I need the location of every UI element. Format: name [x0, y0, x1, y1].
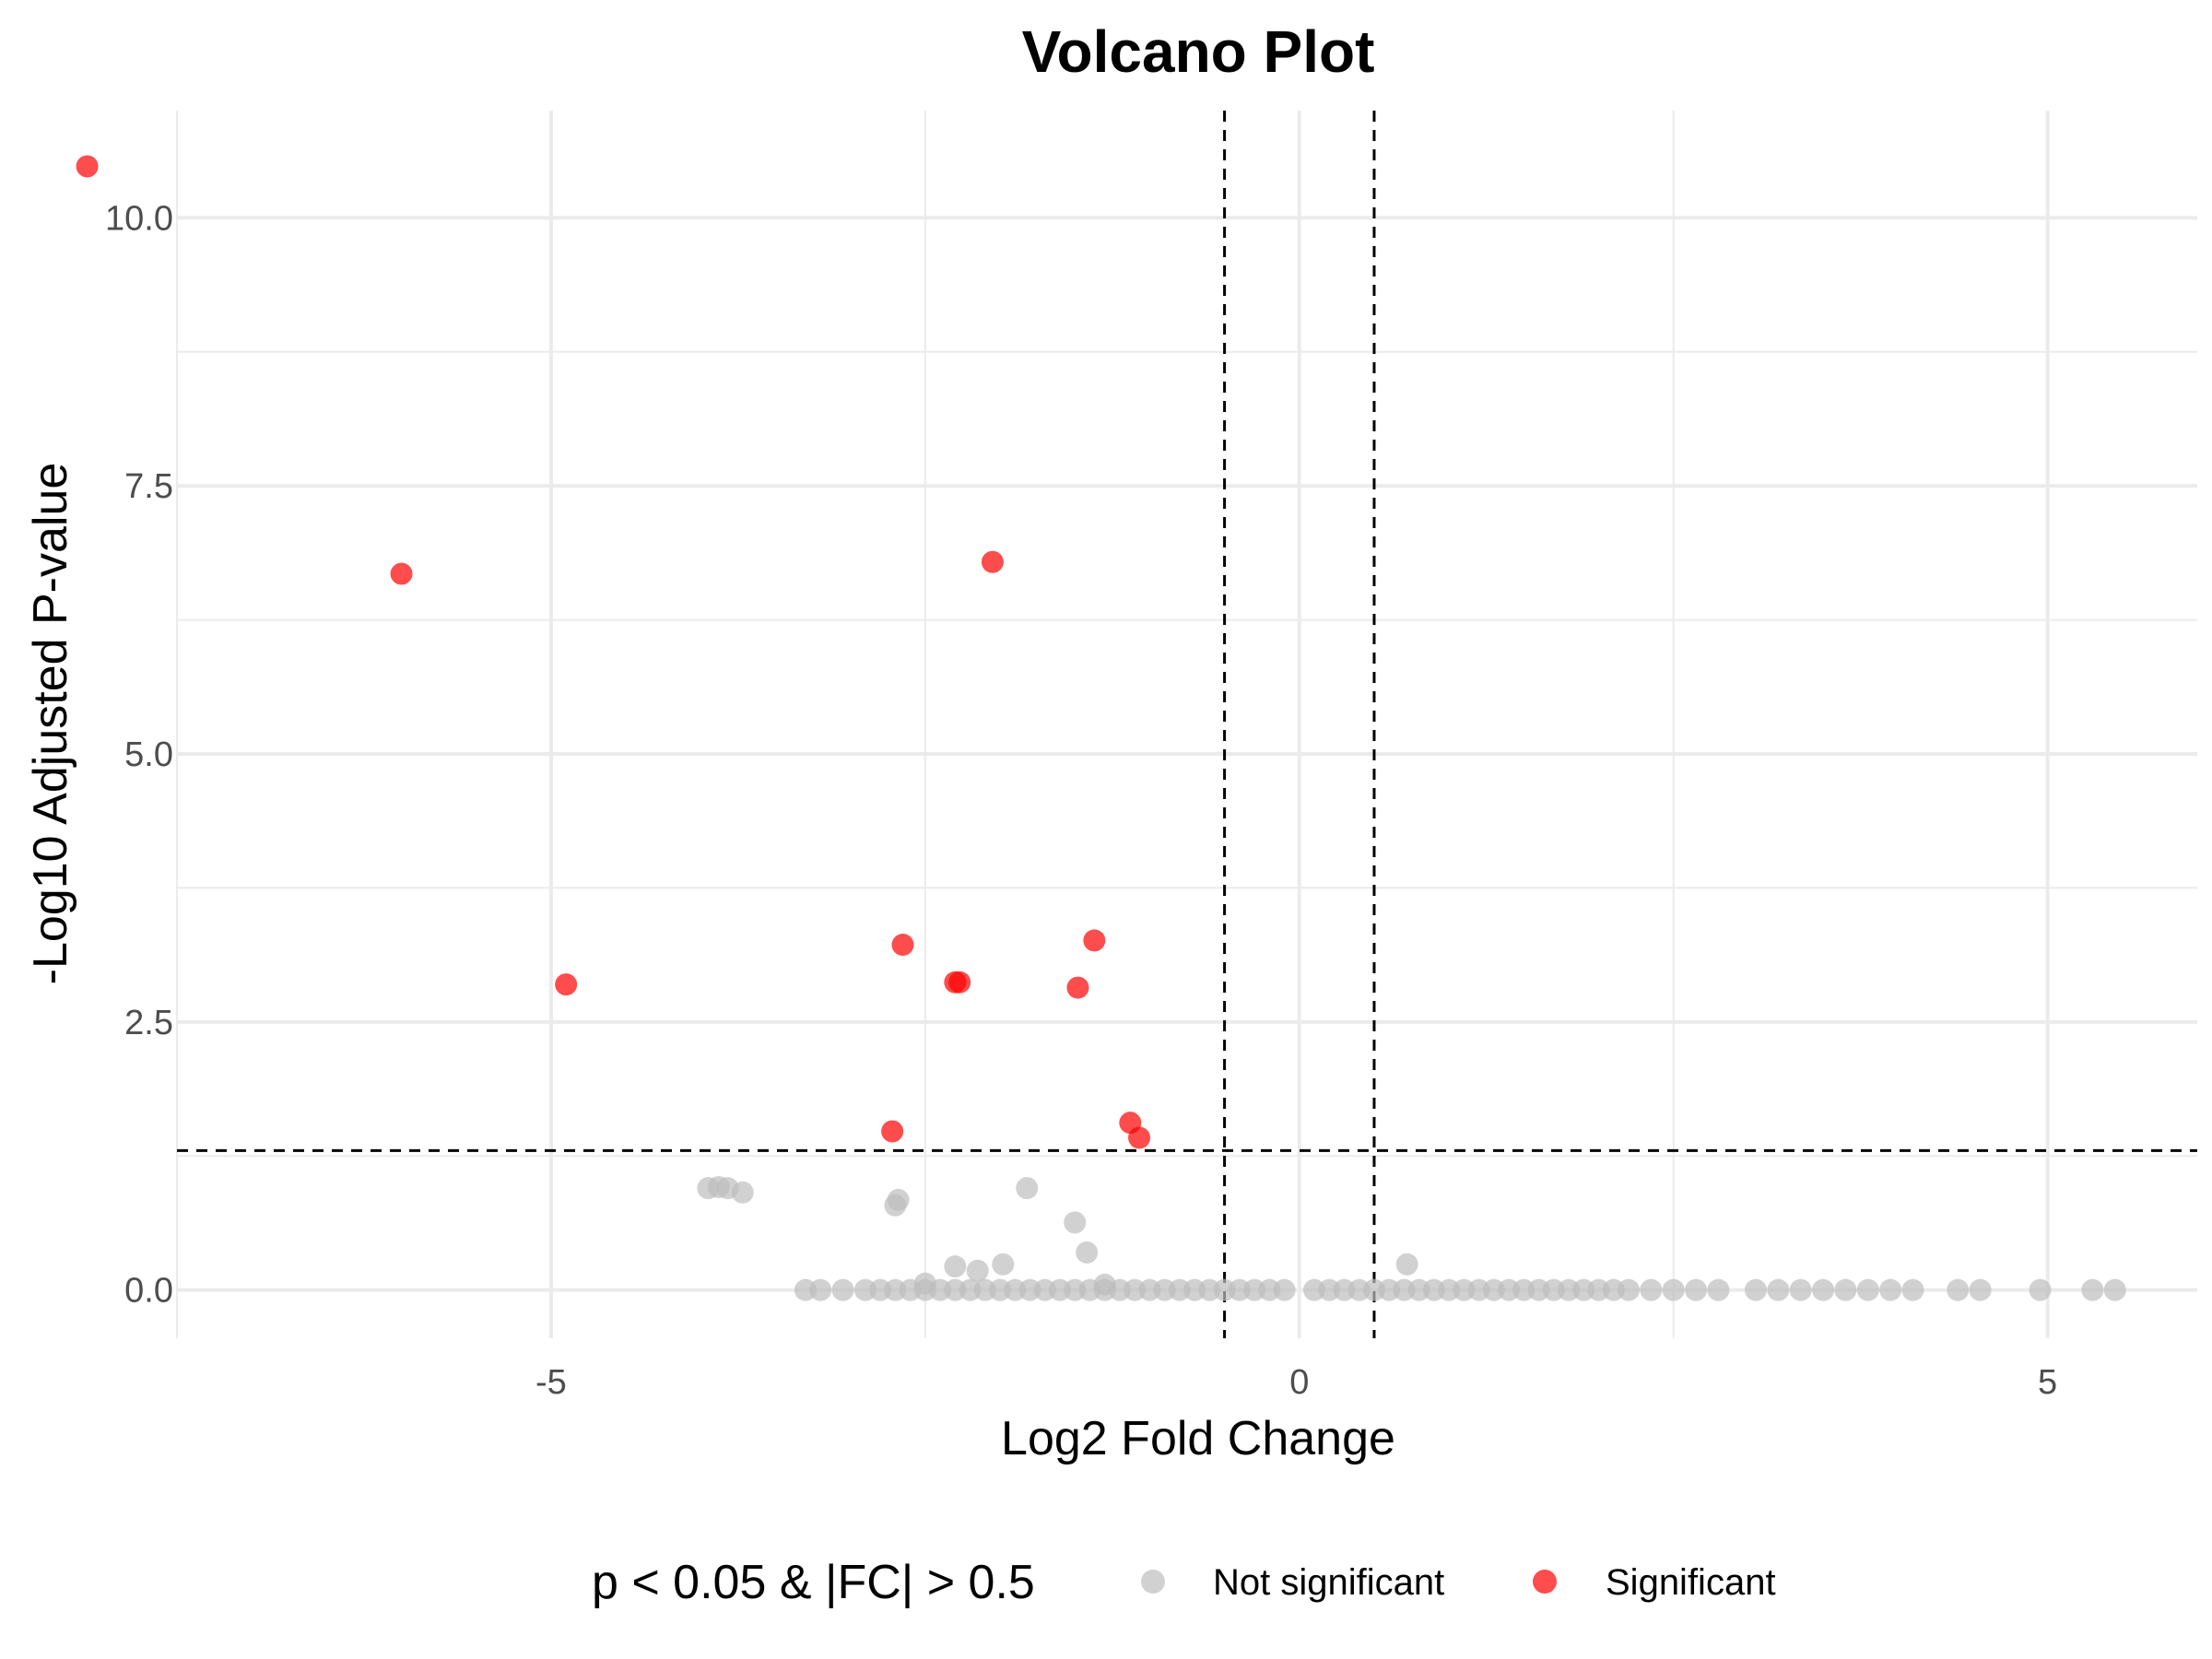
x-tick-label: -5: [535, 1363, 567, 1402]
axis-ticks: -5 0 5 0.0 2.5 5.0 7.5 10.0: [105, 199, 2057, 1402]
not-significant-point: [1707, 1278, 1730, 1301]
not-significant-point: [1767, 1278, 1790, 1301]
significant-point: [555, 973, 578, 996]
not-significant-point: [992, 1253, 1015, 1276]
chart-title: Volcano Plot: [1022, 18, 1375, 85]
significant-point: [1083, 929, 1106, 952]
legend-label-not-significant: Not significant: [1213, 1562, 1444, 1603]
not-significant-point: [1016, 1177, 1039, 1200]
not-significant-point: [1395, 1253, 1418, 1276]
not-significant-point: [1901, 1278, 1924, 1301]
not-significant-point: [2081, 1278, 2104, 1301]
not-significant-point: [1617, 1278, 1640, 1301]
y-tick-label: 0.0: [124, 1272, 173, 1311]
not-significant-point: [1947, 1278, 1970, 1301]
not-significant-point: [1856, 1278, 1879, 1301]
not-significant-point: [1789, 1278, 1812, 1301]
legend: p < 0.05 & |FC| > 0.5 Not significant Si…: [592, 1556, 1776, 1609]
not-significant-point: [1969, 1278, 1992, 1301]
not-significant-point: [966, 1259, 989, 1282]
significant-point: [76, 155, 99, 178]
not-significant-point: [1812, 1278, 1835, 1301]
significant-point: [881, 1120, 904, 1143]
legend-label-significant: Significant: [1606, 1562, 1776, 1603]
not-significant-point: [884, 1194, 907, 1217]
legend-title: p < 0.05 & |FC| > 0.5: [592, 1556, 1035, 1609]
legend-key-not-significant: [1141, 1570, 1165, 1594]
not-significant-point: [2029, 1278, 2052, 1301]
significant-point: [390, 562, 413, 585]
significant-point: [1128, 1126, 1151, 1149]
significant-point: [948, 971, 971, 994]
x-axis-title: Log2 Fold Change: [1001, 1412, 1395, 1465]
not-significant-point: [1640, 1278, 1663, 1301]
not-significant-point: [1273, 1278, 1296, 1301]
y-tick-label: 7.5: [124, 467, 173, 506]
significant-point: [1066, 976, 1089, 999]
not-significant-point: [944, 1255, 967, 1278]
grid: [176, 111, 2197, 1338]
not-significant-point: [809, 1278, 832, 1301]
not-significant-point: [1662, 1278, 1685, 1301]
not-significant-point: [1745, 1278, 1768, 1301]
y-tick-label: 5.0: [124, 735, 173, 774]
not-significant-point: [1064, 1211, 1087, 1234]
legend-key-significant: [1533, 1570, 1557, 1594]
x-tick-label: 5: [2038, 1363, 2057, 1402]
not-significant-point: [2103, 1278, 2126, 1301]
not-significant-point: [1834, 1278, 1857, 1301]
y-axis-title: -Log10 Adjusted P-value: [24, 463, 77, 985]
not-significant-point: [1685, 1278, 1708, 1301]
significant-point: [891, 934, 914, 957]
not-significant-point: [731, 1181, 754, 1204]
y-tick-label: 10.0: [105, 199, 173, 238]
significant-point: [981, 550, 1004, 573]
not-significant-point: [831, 1278, 854, 1301]
not-significant-point: [1879, 1278, 1902, 1301]
x-tick-label: 0: [1289, 1363, 1309, 1402]
not-significant-point: [1076, 1241, 1099, 1264]
data-points: [76, 155, 2126, 1301]
threshold-lines: [177, 111, 2197, 1338]
y-tick-label: 2.5: [124, 1004, 173, 1042]
